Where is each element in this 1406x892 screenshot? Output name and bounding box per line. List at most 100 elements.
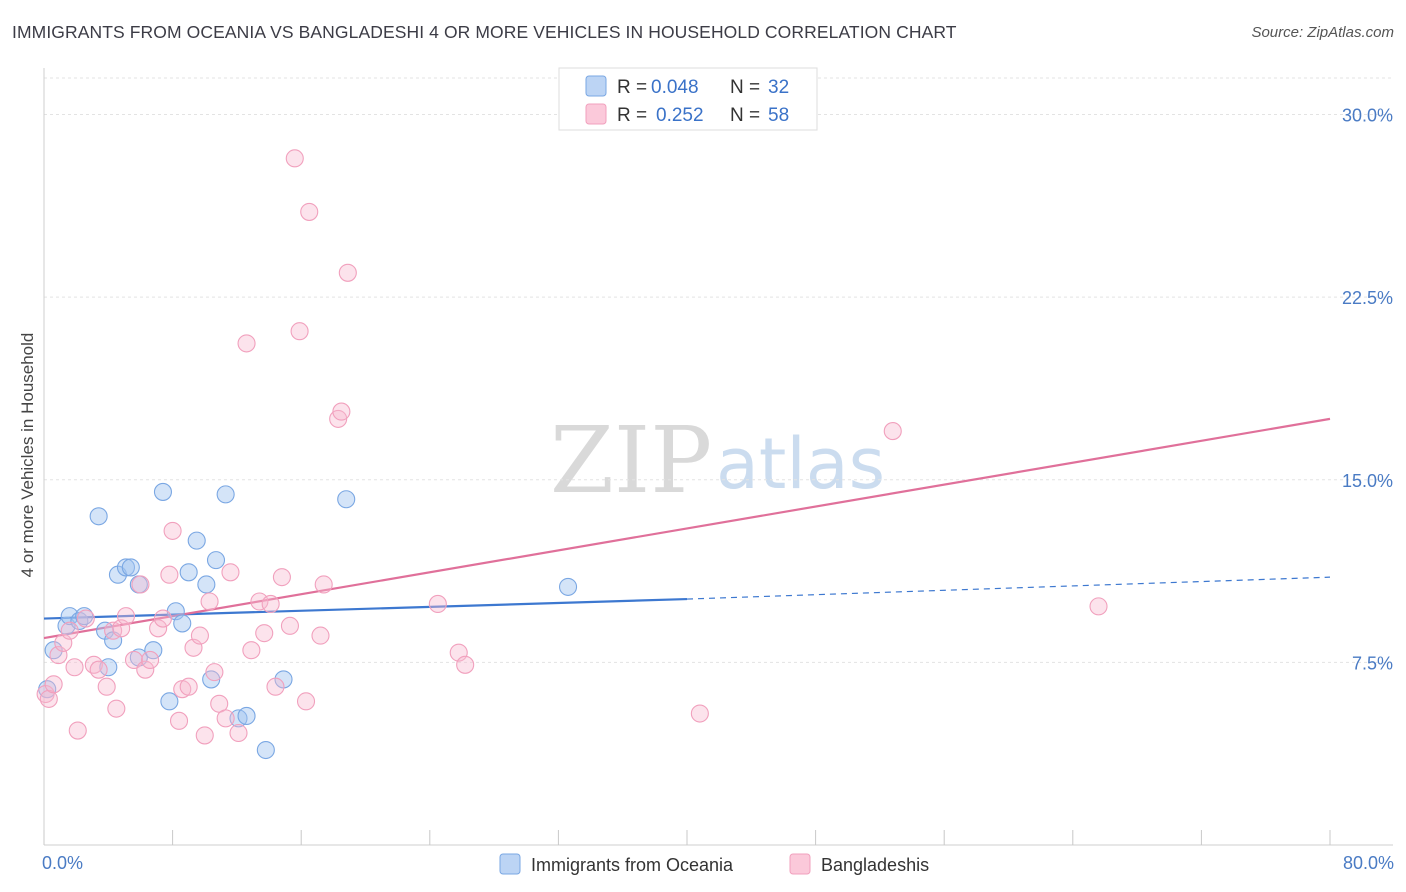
point-bangladeshi xyxy=(300,202,319,221)
point-oceania xyxy=(216,485,235,504)
point-oceania xyxy=(144,641,163,660)
x-tick-label: 0.0% xyxy=(42,853,83,873)
point-oceania xyxy=(60,607,79,626)
x-tick-label: 80.0% xyxy=(1343,853,1394,873)
y-tick-label: 22.5% xyxy=(1342,288,1393,308)
point-oceania xyxy=(173,614,192,633)
point-bangladeshi xyxy=(44,675,63,694)
point-bangladeshi xyxy=(49,646,68,665)
point-bangladeshi xyxy=(163,521,182,540)
point-oceania xyxy=(197,575,216,594)
point-bangladeshi xyxy=(266,677,285,696)
point-bangladeshi xyxy=(242,641,261,660)
point-bangladeshi xyxy=(112,619,131,638)
legend-n-label-2: N = xyxy=(730,105,760,126)
point-bangladeshi xyxy=(195,726,214,745)
point-bangladeshi xyxy=(338,263,357,282)
point-bangladeshi xyxy=(60,621,79,640)
bottom-legend-bangladeshi: Bangladeshis xyxy=(821,855,929,875)
y-tick-label: 30.0% xyxy=(1342,106,1393,126)
point-bangladeshi xyxy=(76,609,95,628)
legend-n-value-1: 32 xyxy=(768,77,789,98)
gridlines xyxy=(44,77,1393,663)
point-bangladeshi xyxy=(68,721,87,740)
correlation-legend: R = 0.048 N = 32 R = 0.252 N = 58 xyxy=(558,67,818,131)
trend-line-bangladeshi xyxy=(43,417,1331,640)
tick-labels: 7.5% 15.0% 22.5% 30.0% 0.0% 80.0% xyxy=(42,106,1394,873)
point-oceania xyxy=(256,740,275,760)
legend-n-value-2: 58 xyxy=(768,105,789,126)
point-bangladeshi xyxy=(149,619,168,638)
bottom-legend-oceania: Immigrants from Oceania xyxy=(531,855,734,875)
point-bangladeshi xyxy=(65,658,84,677)
point-bangladeshi xyxy=(205,663,224,682)
data-points xyxy=(36,149,1108,760)
bottom-legend-swatch-bangladeshi xyxy=(789,853,811,875)
point-oceania xyxy=(160,692,179,711)
point-bangladeshi xyxy=(116,607,136,626)
point-bangladeshi xyxy=(272,568,291,587)
point-bangladeshi xyxy=(141,650,160,669)
series-legend: Immigrants from Oceania Bangladeshis xyxy=(499,853,929,875)
trend-line-oceania-extension xyxy=(686,576,1331,600)
legend-r-value-2: 0.252 xyxy=(656,105,704,126)
point-oceania xyxy=(179,563,198,582)
point-bangladeshi xyxy=(285,149,304,168)
legend-swatch-oceania xyxy=(585,75,607,97)
watermark-atlas: atlas xyxy=(716,423,885,505)
point-bangladeshi xyxy=(314,575,333,594)
point-bangladeshi xyxy=(107,699,126,718)
legend-r-label-2: R = xyxy=(617,105,647,126)
point-bangladeshi xyxy=(160,565,179,584)
point-bangladeshi xyxy=(229,723,248,743)
point-oceania xyxy=(337,490,356,509)
point-oceania xyxy=(116,558,136,577)
point-bangladeshi xyxy=(221,563,240,582)
trend-line-oceania xyxy=(43,597,688,620)
point-bangladeshi xyxy=(39,689,58,708)
legend-n-label-1: N = xyxy=(730,77,760,98)
point-bangladeshi xyxy=(200,592,219,611)
axes xyxy=(43,68,1393,846)
point-bangladeshi xyxy=(261,594,280,613)
point-oceania xyxy=(206,551,226,570)
y-axis-label: 4 or more Vehicles in Household xyxy=(18,333,37,578)
y-tick-label: 15.0% xyxy=(1342,471,1393,491)
chart-title: IMMIGRANTS FROM OCEANIA VS BANGLADESHI 4… xyxy=(12,22,957,42)
point-bangladeshi xyxy=(131,575,150,594)
watermark-zip: ZIP xyxy=(550,407,712,514)
point-bangladeshi xyxy=(84,655,103,674)
point-bangladeshi xyxy=(690,704,709,723)
point-bangladeshi xyxy=(216,709,235,728)
point-bangladeshi xyxy=(136,660,155,679)
point-bangladeshi xyxy=(237,334,256,353)
point-oceania xyxy=(237,706,256,725)
point-bangladeshi xyxy=(280,616,299,635)
point-oceania xyxy=(89,507,108,526)
source-label: Source: ZipAtlas.com xyxy=(1251,24,1394,41)
point-bangladeshi xyxy=(97,677,116,696)
point-bangladeshi xyxy=(290,322,309,341)
legend-r-label-1: R = xyxy=(617,77,647,98)
point-bangladeshi xyxy=(89,660,108,679)
legend-swatch-bangladeshi xyxy=(585,103,607,125)
point-oceania xyxy=(558,577,578,596)
point-bangladeshi xyxy=(153,609,173,628)
point-bangladeshi xyxy=(296,692,316,711)
point-oceania xyxy=(153,482,173,501)
point-bangladeshi xyxy=(883,422,902,441)
point-bangladeshi xyxy=(190,626,209,645)
point-oceania xyxy=(44,641,63,660)
point-bangladeshi xyxy=(456,655,475,674)
point-bangladeshi xyxy=(332,402,351,421)
point-oceania xyxy=(121,558,140,577)
bottom-legend-swatch-oceania xyxy=(499,853,521,875)
point-bangladeshi xyxy=(1089,597,1108,616)
point-bangladeshi xyxy=(255,624,274,643)
trend-lines xyxy=(43,417,1331,640)
point-bangladeshi xyxy=(169,711,189,730)
point-bangladeshi xyxy=(250,592,269,611)
point-bangladeshi xyxy=(428,594,447,613)
legend-r-value-1: 0.048 xyxy=(651,77,699,98)
